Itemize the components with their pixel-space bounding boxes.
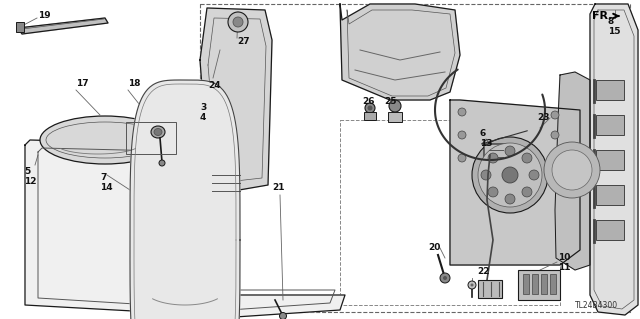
Text: 23: 23 [537, 114, 550, 122]
Circle shape [552, 150, 592, 190]
Text: 26: 26 [362, 97, 374, 106]
Bar [340, 120, 560, 305]
Bar [16, 22, 24, 32]
FancyBboxPatch shape [484, 144, 508, 166]
Bar [364, 112, 376, 120]
Text: 15: 15 [608, 27, 621, 36]
Circle shape [502, 167, 518, 183]
Polygon shape [200, 8, 272, 195]
Polygon shape [450, 100, 580, 265]
Circle shape [478, 143, 542, 207]
Circle shape [505, 194, 515, 204]
Text: 12: 12 [24, 177, 36, 187]
Text: 6: 6 [480, 129, 486, 137]
Circle shape [470, 284, 474, 286]
Circle shape [458, 108, 466, 116]
Bar [200, 4, 630, 312]
Text: 3: 3 [200, 103, 206, 113]
Polygon shape [18, 18, 108, 34]
Text: 13: 13 [480, 138, 493, 147]
Text: 10: 10 [558, 254, 570, 263]
Text: 25: 25 [384, 97, 397, 106]
Text: 20: 20 [428, 243, 440, 253]
Polygon shape [130, 80, 240, 319]
Bar [518, 270, 560, 300]
Polygon shape [25, 140, 345, 318]
Text: 19: 19 [38, 11, 51, 19]
Circle shape [522, 187, 532, 197]
Circle shape [458, 131, 466, 139]
Text: 7: 7 [100, 174, 106, 182]
Circle shape [233, 17, 243, 27]
Circle shape [481, 170, 491, 180]
Circle shape [551, 131, 559, 139]
Circle shape [468, 281, 476, 289]
Ellipse shape [40, 116, 170, 164]
Circle shape [488, 153, 498, 163]
Text: 22: 22 [477, 268, 490, 277]
Circle shape [458, 154, 466, 162]
Text: 8: 8 [608, 18, 614, 26]
Bar [596, 80, 624, 100]
Polygon shape [590, 4, 638, 315]
Circle shape [159, 160, 165, 166]
Text: 17: 17 [76, 79, 88, 88]
Circle shape [488, 187, 498, 197]
Circle shape [228, 12, 248, 32]
Circle shape [551, 111, 559, 119]
Circle shape [522, 153, 532, 163]
Text: 24: 24 [208, 81, 221, 91]
Bar [596, 150, 624, 170]
Bar [478, 280, 502, 298]
Bar [532, 274, 538, 294]
Circle shape [280, 313, 287, 319]
Circle shape [529, 170, 539, 180]
Bar [126, 122, 176, 154]
Text: 4: 4 [200, 114, 206, 122]
Text: 14: 14 [100, 183, 113, 192]
Ellipse shape [154, 129, 162, 136]
Circle shape [389, 100, 401, 112]
Text: 21: 21 [272, 183, 285, 192]
Polygon shape [340, 4, 460, 100]
Bar [596, 115, 624, 135]
Text: TL24B4300: TL24B4300 [575, 301, 618, 310]
Circle shape [443, 276, 447, 280]
Text: 11: 11 [558, 263, 570, 272]
Text: FR.: FR. [592, 11, 618, 21]
Text: 18: 18 [128, 79, 141, 88]
Polygon shape [555, 72, 590, 270]
Circle shape [505, 146, 515, 156]
Text: 5: 5 [24, 167, 30, 176]
Ellipse shape [151, 126, 165, 138]
Circle shape [440, 273, 450, 283]
Bar [388, 112, 402, 122]
Bar [523, 274, 529, 294]
Bar [550, 274, 556, 294]
Circle shape [365, 103, 375, 113]
Circle shape [472, 137, 548, 213]
Text: 27: 27 [237, 38, 250, 47]
Bar [596, 220, 624, 240]
Circle shape [367, 106, 372, 110]
Bar [596, 185, 624, 205]
Circle shape [544, 142, 600, 198]
Bar [541, 274, 547, 294]
